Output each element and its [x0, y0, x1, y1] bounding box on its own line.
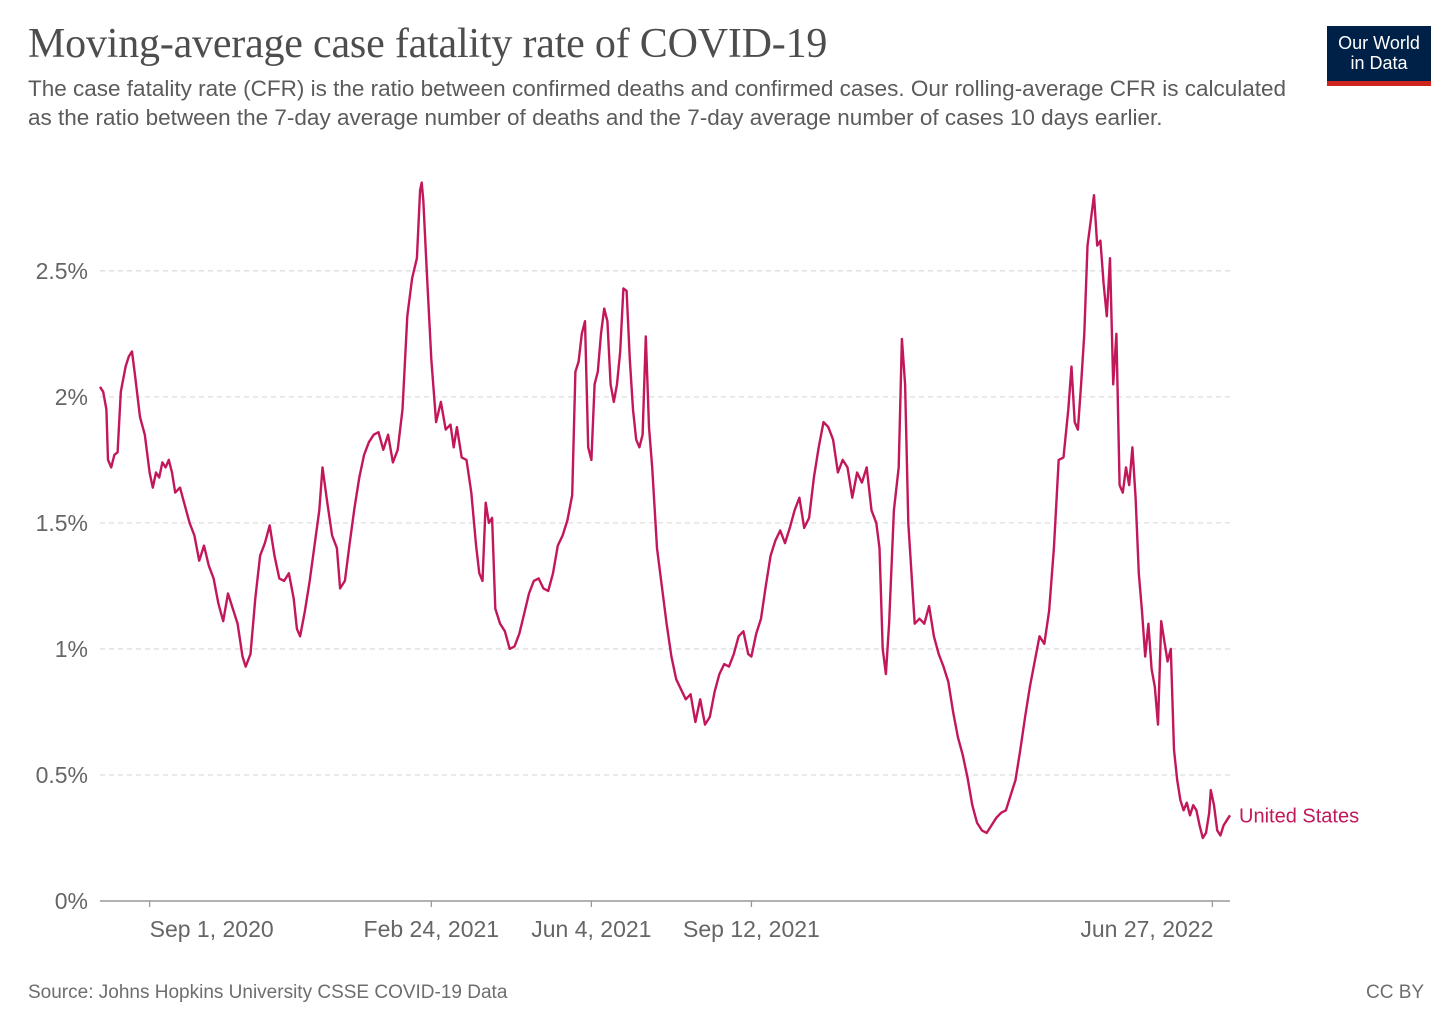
source-note[interactable]: Source: Johns Hopkins University CSSE CO… [28, 982, 508, 1003]
series-line-united-states[interactable] [98, 181, 1232, 840]
logo-line-1: Our World [1338, 33, 1420, 53]
chart-title: Moving-average case fatality rate of COV… [28, 21, 828, 67]
x-tick-label: Feb 24, 2021 [364, 916, 500, 942]
x-tick-label: Jun 4, 2021 [531, 916, 651, 942]
y-axis-ticks: 0% 0.5% 1% 1.5% 2% 2.5% [36, 258, 88, 914]
y-tick-label: 1.5% [36, 510, 88, 536]
x-tick-label: Jun 27, 2022 [1080, 916, 1213, 942]
y-gridlines [100, 270, 1230, 776]
x-axis-ticks: Sep 1, 2020 Feb 24, 2021 Jun 4, 2021 Sep 12… [148, 901, 1213, 942]
series-label-united-states[interactable]: United States [1239, 805, 1359, 827]
y-tick-label: 2% [55, 384, 88, 410]
y-tick-label: 2.5% [36, 258, 88, 284]
x-tick-label: Sep 1, 2020 [150, 916, 274, 942]
y-tick-label: 0% [55, 888, 88, 914]
y-tick-label: 1% [55, 636, 88, 662]
x-tick-label: Sep 12, 2021 [683, 916, 820, 942]
owid-logo[interactable]: Our World in Data [1327, 26, 1431, 86]
logo-line-2: in Data [1350, 53, 1408, 73]
license-note[interactable]: CC BY [1366, 982, 1425, 1003]
chart-subtitle: The case fatality rate (CFR) is the rati… [28, 76, 1287, 130]
series-group: United States [98, 181, 1359, 840]
y-tick-label: 0.5% [36, 762, 88, 788]
